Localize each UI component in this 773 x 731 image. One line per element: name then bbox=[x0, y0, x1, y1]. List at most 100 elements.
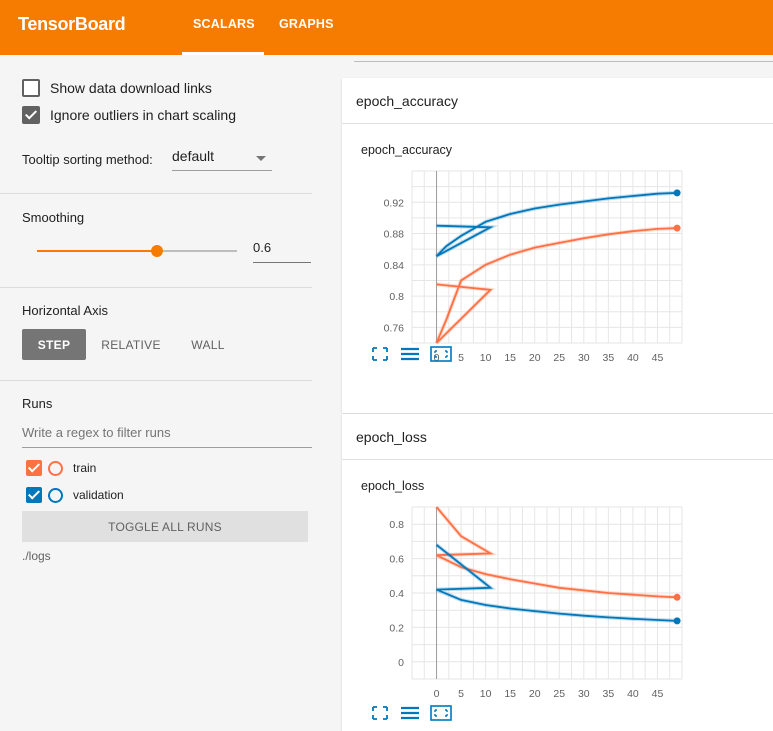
x-tick-label: 40 bbox=[627, 352, 639, 364]
x-tick-label: 45 bbox=[652, 352, 664, 364]
fit-domain-icon[interactable] bbox=[430, 705, 452, 721]
x-tick-label: 25 bbox=[553, 352, 565, 364]
x-tick-label: 0 bbox=[434, 352, 440, 364]
tooltip-sorting-value: default bbox=[172, 148, 215, 164]
checkbox-unchecked-icon[interactable] bbox=[22, 79, 40, 97]
series-endpoint-validation bbox=[673, 189, 681, 197]
series-line-train bbox=[435, 227, 678, 344]
run-checkbox-train[interactable] bbox=[26, 460, 42, 476]
card-epoch-loss: epoch_loss epoch_loss 0 0.2 0.4 0.6 0.8 0 5 10 1… bbox=[342, 414, 773, 731]
card-header[interactable]: epoch_loss bbox=[342, 414, 773, 460]
expand-icon[interactable] bbox=[370, 705, 390, 721]
run-name-validation: validation bbox=[73, 488, 124, 502]
smoothing-slider-thumb[interactable] bbox=[151, 245, 163, 257]
runs-filter-placeholder: Write a regex to filter runs bbox=[22, 425, 171, 440]
y-tick-label: 0.76 bbox=[384, 322, 405, 334]
top-app-bar: TensorBoard SCALARS GRAPHS bbox=[0, 0, 773, 55]
x-tick-label: 15 bbox=[504, 352, 516, 364]
series-endpoint-validation bbox=[673, 617, 681, 625]
x-tick-label: 10 bbox=[480, 688, 492, 700]
horizontal-axis-label: Horizontal Axis bbox=[22, 303, 108, 318]
chart-toolbar bbox=[370, 705, 452, 721]
y-tick-label: 0.8 bbox=[389, 519, 404, 531]
run-color-circle-icon[interactable] bbox=[48, 487, 63, 503]
axis-step-button[interactable]: STEP bbox=[22, 329, 86, 360]
accuracy-chart[interactable]: 0.76 0.8 0.84 0.88 0.92 0 5 10 15 20 25 30 35 40 45 bbox=[342, 163, 773, 393]
scroll-cut-divider bbox=[354, 61, 773, 62]
run-row-train[interactable]: train bbox=[26, 460, 96, 476]
series-raw-line-train bbox=[434, 226, 678, 345]
active-tab-indicator bbox=[182, 52, 264, 55]
chart-title: epoch_accuracy bbox=[361, 143, 453, 157]
series-line-validation bbox=[435, 192, 678, 257]
y-tick-label: 0.88 bbox=[384, 229, 405, 241]
y-tick-label: 0.84 bbox=[384, 260, 405, 272]
tooltip-sorting-select[interactable]: default bbox=[172, 148, 272, 171]
divider bbox=[0, 193, 312, 194]
x-tick-label: 20 bbox=[529, 688, 541, 700]
x-tick-label: 40 bbox=[627, 688, 639, 700]
run-name-train: train bbox=[73, 461, 97, 475]
dropdown-caret-icon bbox=[256, 156, 266, 161]
run-row-validation[interactable]: validation bbox=[26, 487, 124, 503]
chart-toolbar bbox=[370, 346, 452, 362]
series-endpoint-train bbox=[673, 593, 681, 601]
x-tick-label: 0 bbox=[434, 688, 440, 700]
tab-graphs[interactable]: GRAPHS bbox=[279, 17, 334, 31]
divider bbox=[0, 380, 312, 381]
runs-label: Runs bbox=[22, 396, 53, 411]
show-download-links-label: Show data download links bbox=[50, 80, 212, 96]
card-title: epoch_loss bbox=[356, 429, 427, 445]
series-endpoint-train bbox=[673, 224, 681, 232]
axis-wall-button[interactable]: WALL bbox=[191, 337, 225, 352]
main-content: epoch_accuracy epoch_accuracy 0.76 0.8 0.8… bbox=[330, 55, 773, 731]
tooltip-sorting-label: Tooltip sorting method: bbox=[22, 152, 153, 167]
toggle-y-log-icon[interactable] bbox=[400, 346, 420, 362]
tab-scalars[interactable]: SCALARS bbox=[193, 17, 255, 31]
app-title: TensorBoard bbox=[18, 14, 126, 34]
x-tick-label: 10 bbox=[480, 352, 492, 364]
y-tick-label: 0.8 bbox=[389, 291, 404, 303]
smoothing-slider-fill bbox=[37, 250, 157, 252]
chart-title: epoch_loss bbox=[361, 479, 425, 493]
run-checkbox-validation[interactable] bbox=[26, 487, 42, 503]
toggle-all-runs-button[interactable]: TOGGLE ALL RUNS bbox=[22, 511, 308, 542]
card-epoch-accuracy: epoch_accuracy epoch_accuracy 0.76 0.8 0.8… bbox=[342, 78, 773, 413]
ignore-outliers-label: Ignore outliers in chart scaling bbox=[50, 107, 236, 123]
x-tick-label: 35 bbox=[603, 352, 615, 364]
x-tick-label: 5 bbox=[458, 352, 464, 364]
run-color-circle-icon[interactable] bbox=[48, 460, 63, 476]
axis-relative-button[interactable]: RELATIVE bbox=[101, 337, 161, 352]
x-tick-label: 45 bbox=[652, 688, 664, 700]
expand-icon[interactable] bbox=[370, 346, 390, 362]
x-tick-label: 25 bbox=[553, 688, 565, 700]
smoothing-slider[interactable] bbox=[37, 245, 237, 257]
y-tick-label: 0.2 bbox=[389, 622, 404, 634]
ignore-outliers-checkbox[interactable]: Ignore outliers in chart scaling bbox=[22, 106, 236, 124]
x-tick-label: 20 bbox=[529, 352, 541, 364]
series-line-train bbox=[435, 506, 678, 599]
smoothing-value-input[interactable]: 0.6 bbox=[253, 240, 311, 263]
fit-domain-icon[interactable] bbox=[430, 346, 452, 362]
y-tick-label: 0.6 bbox=[389, 554, 404, 566]
card-header[interactable]: epoch_accuracy bbox=[342, 78, 773, 124]
series-raw-line-train bbox=[434, 505, 678, 600]
sidebar: Show data download links Ignore outliers… bbox=[0, 55, 330, 731]
smoothing-value: 0.6 bbox=[253, 240, 272, 255]
divider bbox=[0, 287, 312, 288]
y-tick-label: 0.4 bbox=[389, 588, 404, 600]
card-title: epoch_accuracy bbox=[356, 93, 458, 109]
show-download-links-checkbox[interactable]: Show data download links bbox=[22, 79, 212, 97]
x-tick-label: 30 bbox=[578, 688, 590, 700]
y-tick-label: 0 bbox=[398, 657, 404, 669]
log-directory: ./logs bbox=[22, 549, 51, 563]
x-tick-label: 5 bbox=[458, 688, 464, 700]
smoothing-label: Smoothing bbox=[22, 210, 85, 225]
series-raw-line-validation bbox=[435, 543, 678, 623]
x-tick-label: 15 bbox=[504, 688, 516, 700]
checkbox-checked-icon[interactable] bbox=[22, 106, 40, 124]
y-tick-label: 0.92 bbox=[384, 197, 405, 209]
runs-filter-input[interactable]: Write a regex to filter runs bbox=[22, 425, 312, 448]
loss-chart[interactable]: 0 0.2 0.4 0.6 0.8 0 5 10 15 20 25 30 35 40 45 bbox=[342, 499, 773, 729]
toggle-y-log-icon[interactable] bbox=[400, 705, 420, 721]
